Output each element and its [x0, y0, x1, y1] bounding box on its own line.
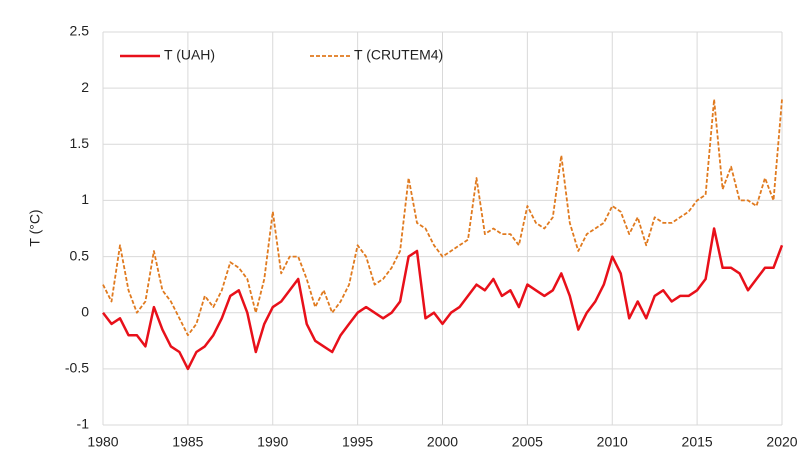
- x-tick-label: 2015: [682, 434, 713, 450]
- legend-label: T (UAH): [164, 47, 215, 63]
- y-tick-label: 1.5: [70, 135, 90, 151]
- x-tick-label: 2000: [427, 434, 458, 450]
- x-tick-label: 1995: [342, 434, 373, 450]
- legend-label: T (CRUTEM4): [354, 47, 443, 63]
- y-tick-label: 2.5: [70, 23, 90, 39]
- y-tick-label: 1: [81, 191, 89, 207]
- y-tick-label: -1: [77, 416, 90, 432]
- y-tick-label: 2: [81, 79, 89, 95]
- x-tick-label: 2005: [512, 434, 543, 450]
- y-axis-label: T (°C): [27, 209, 43, 246]
- series-line: [102, 98, 783, 337]
- series-line: [102, 227, 784, 371]
- x-tick-label: 2020: [766, 434, 797, 450]
- y-tick-label: -0.5: [65, 360, 89, 376]
- y-tick-label: 0.5: [70, 247, 90, 263]
- x-tick-label: 1990: [257, 434, 288, 450]
- x-tick-label: 2010: [597, 434, 628, 450]
- x-tick-label: 1980: [87, 434, 118, 450]
- x-tick-label: 1985: [172, 434, 203, 450]
- y-tick-label: 0: [81, 303, 89, 319]
